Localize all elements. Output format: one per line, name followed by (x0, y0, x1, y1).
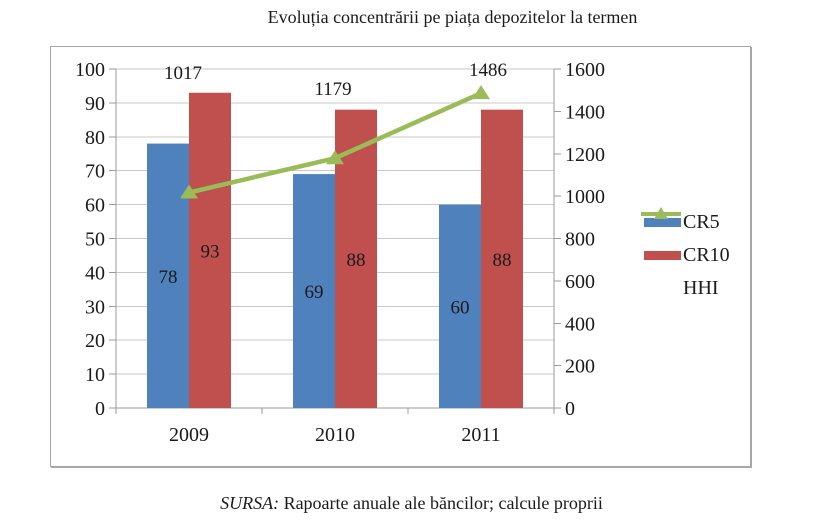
bar-cr5-2011 (439, 204, 481, 408)
triangle-marker-hhi-2010 (326, 150, 344, 165)
left-axis-tick-label: 80 (85, 127, 105, 149)
bar-cr10-2011 (481, 109, 523, 409)
legend-line-swatch-icon (641, 207, 681, 219)
chart-frame: 0 10 20 30 40 50 60 70 80 90 100 0 200 400 600 800 1000 1… (50, 46, 751, 467)
legend-label-hhi: HHI (683, 277, 719, 299)
legend-swatch-cr5 (641, 218, 683, 227)
legend-label-cr10: CR10 (683, 244, 730, 266)
right-axis-tick-label: 1400 (565, 101, 605, 123)
chart-title: Evoluția concentrării pe piața depozitel… (267, 7, 638, 27)
source-prefix: SURSA: (220, 493, 280, 513)
bar-cr10-2009 (189, 92, 231, 409)
bar-label-cr10-2009: 93 (201, 241, 220, 262)
right-axis-tick-label: 400 (565, 313, 595, 335)
chart-legend: CR5 CR10 HHI (641, 206, 730, 305)
x-axis-category-label: 2010 (315, 424, 355, 446)
legend-item-hhi: HHI (641, 207, 730, 305)
legend-bar-swatch-icon (644, 251, 681, 260)
left-axis-tick-label: 90 (85, 93, 105, 115)
right-axis-tick-label: 200 (565, 356, 595, 378)
bar-cr5-2010 (293, 174, 335, 408)
bar-label-cr10-2010: 88 (347, 250, 366, 271)
legend-item-cr10: CR10 (641, 239, 730, 272)
legend-label-cr5: CR5 (683, 211, 720, 233)
bar-label-cr10-2011: 88 (493, 250, 512, 271)
bar-cr5-2009 (147, 143, 189, 408)
left-axis-tick-label: 40 (85, 262, 105, 284)
bar-label-cr5-2011: 60 (451, 297, 470, 318)
source-note: SURSA: Rapoarte anuale ale băncilor; cal… (0, 493, 823, 514)
legend-swatch-cr10 (641, 251, 683, 260)
right-axis-tick-label: 1000 (565, 186, 605, 208)
line-label-hhi-2010: 1179 (314, 79, 351, 100)
bar-label-cr5-2009: 78 (159, 267, 178, 288)
line-label-hhi-2011: 1486 (469, 60, 507, 81)
right-axis-tick-label: 1600 (565, 59, 605, 81)
x-axis-category-label: 2011 (461, 424, 500, 446)
chart-plot-area: 0102030405060708090100020040060080010001… (75, 59, 605, 446)
right-axis-tick-label: 800 (565, 229, 595, 251)
left-axis-tick-label: 20 (85, 330, 105, 352)
triangle-marker-hhi-2011 (472, 85, 490, 100)
left-axis-tick-label: 100 (75, 59, 105, 81)
x-axis-category-label: 2009 (169, 424, 209, 446)
right-axis-tick-label: 1200 (565, 144, 605, 166)
left-axis-tick-label: 50 (85, 229, 105, 251)
left-axis-tick-label: 10 (85, 364, 105, 386)
bar-cr10-2010 (335, 109, 377, 409)
legend-bar-swatch-icon (644, 218, 681, 227)
left-axis-tick-label: 30 (85, 296, 105, 318)
right-axis-tick-label: 0 (565, 398, 575, 420)
left-axis-tick-label: 0 (95, 398, 105, 420)
bar-label-cr5-2010: 69 (305, 282, 324, 303)
left-axis-tick-label: 60 (85, 195, 105, 217)
right-axis-tick-label: 600 (565, 271, 595, 293)
legend-item-cr5: CR5 (641, 206, 730, 239)
left-axis-tick-label: 70 (85, 161, 105, 183)
triangle-marker-hhi-2009 (180, 184, 198, 199)
source-text: Rapoarte anuale ale băncilor; calcule pr… (279, 493, 603, 513)
line-label-hhi-2009: 1017 (164, 63, 202, 84)
